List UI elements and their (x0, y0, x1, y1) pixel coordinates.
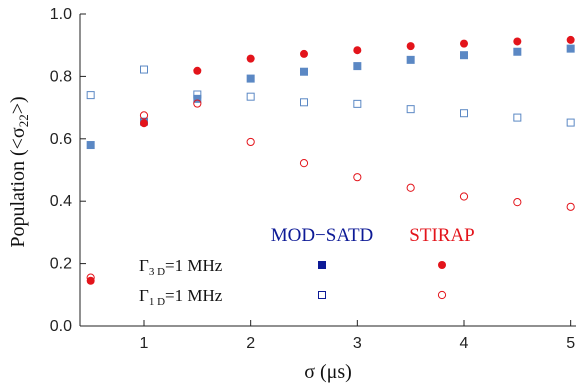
legend-label-sub: 1 D (149, 296, 165, 308)
data-point (300, 49, 308, 58)
y-axis-title: Population (<σ22>) (7, 96, 31, 247)
data-point (300, 67, 308, 76)
data-point (566, 118, 575, 127)
data-point (566, 202, 575, 211)
data-point (300, 98, 308, 107)
legend-row-label: Γ3 D=1 MHz (139, 256, 223, 278)
data-point (299, 159, 309, 168)
data-point (513, 47, 522, 56)
plot-frame (79, 14, 576, 327)
y-tick-label: 0.8 (50, 68, 72, 85)
x-tick-label: 1 (140, 335, 149, 352)
y-axis-title-suffix: >) (7, 96, 29, 114)
x-tick-label: 4 (460, 335, 469, 352)
legend-label-base: Γ (139, 256, 149, 275)
data-point (353, 173, 362, 182)
data-point (193, 94, 202, 103)
legend-column-header: STIRAP (409, 225, 474, 246)
data-point (513, 37, 522, 46)
data-point (246, 137, 255, 147)
data-point (246, 54, 255, 63)
data-point (406, 55, 415, 64)
data-point (460, 109, 468, 118)
series-modsatd-open-square (86, 65, 575, 127)
data-point (460, 51, 468, 60)
legend-marker (437, 290, 447, 300)
y-axis-title-prefix: Population (<σ (7, 127, 29, 248)
data-point (353, 99, 362, 108)
data-point (566, 44, 575, 53)
data-point (353, 62, 362, 71)
data-point (406, 183, 415, 192)
y-tick-label: 0.4 (50, 193, 72, 210)
data-point (513, 198, 522, 207)
data-point (86, 91, 95, 100)
y-tick-label: 0.6 (50, 131, 72, 148)
x-tick-label: 3 (353, 335, 362, 352)
series-modsatd-filled-square (86, 44, 575, 150)
data-point (86, 273, 95, 282)
legend-label-base: Γ (139, 286, 149, 305)
data-point (140, 119, 148, 128)
x-tick-label: 5 (566, 335, 575, 352)
data-point (460, 39, 468, 48)
data-point (246, 92, 255, 101)
data-point (246, 74, 255, 83)
legend-label-tail: =1 MHz (165, 286, 223, 305)
y-tick-label: 0.0 (50, 318, 72, 335)
x-axis-title: σ (μs) (304, 361, 352, 383)
legend-marker (438, 261, 446, 269)
legend-column-header: MOD−SATD (271, 225, 374, 246)
legend-row-label: Γ1 D=1 MHz (139, 286, 223, 308)
data-point (86, 141, 95, 150)
data-point (139, 111, 149, 120)
y-axis-title-sub: 22 (16, 114, 31, 127)
data-point (406, 42, 415, 51)
data-point (193, 90, 202, 99)
data-point (406, 105, 415, 114)
axis-ticks: 1 2 3 4 5 0.0 0.2 0.4 0.6 0.8 1.0 (50, 6, 575, 352)
x-tick-label: 2 (246, 335, 255, 352)
y-tick-label: 1.0 (50, 6, 72, 23)
data-point (353, 46, 362, 55)
legend-label-tail: =1 MHz (165, 256, 223, 275)
data-point (140, 65, 148, 74)
legend-marker (318, 261, 326, 269)
data-point (459, 192, 469, 201)
legend-label-sub: 3 D (149, 266, 165, 278)
series-stirap-open-circle (86, 99, 575, 282)
y-tick-label: 0.2 (50, 256, 72, 273)
data-point (193, 99, 202, 108)
data-point (566, 35, 575, 44)
data-marks (86, 35, 575, 285)
series-stirap-filled-circle (86, 35, 575, 285)
data-point (513, 113, 522, 122)
legend-marker (318, 291, 326, 299)
data-point (193, 66, 202, 75)
